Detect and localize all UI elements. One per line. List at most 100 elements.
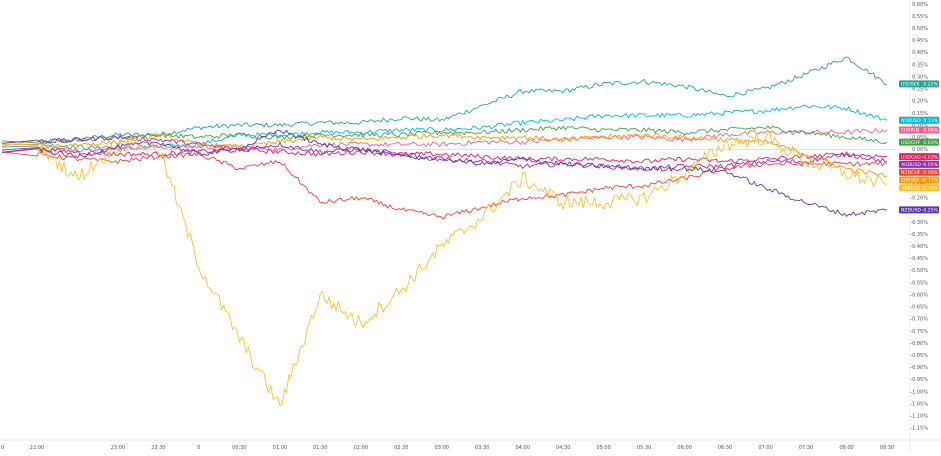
x-tick-label: 02:30 bbox=[394, 445, 408, 451]
y-tick-label: -0.20% bbox=[910, 196, 928, 202]
y-tick-label: -1.05% bbox=[910, 401, 928, 407]
series-tag-name: USDCHF bbox=[901, 140, 920, 146]
x-tick-label: 08:30 bbox=[880, 445, 894, 451]
series-tag-value: 0.08% bbox=[923, 128, 938, 134]
series-tag-value: -0.06% bbox=[922, 170, 939, 176]
series-tag-background bbox=[899, 176, 939, 184]
series-tag-gbpusd: GBPUSD -0.15% bbox=[899, 184, 939, 192]
series-tag-usdcad: USDCAD -0.03% bbox=[899, 153, 939, 160]
series-tag-value: 0.11% bbox=[923, 118, 938, 124]
x-tick-label: 01:00 bbox=[273, 445, 287, 451]
y-tick-label: -0.65% bbox=[910, 305, 928, 311]
x-tick-label: 23:30 bbox=[151, 445, 165, 451]
series-tag-value: -0.25% bbox=[922, 208, 939, 214]
y-tick-label: -0.35% bbox=[910, 232, 928, 238]
series-tag-value: -0.15% bbox=[922, 186, 939, 192]
series-tag-nzdusd: NZDUSD -0.25% bbox=[899, 206, 939, 214]
y-tick-label: -0.50% bbox=[910, 268, 928, 274]
series-tag-name: NOKUSD bbox=[901, 118, 921, 124]
y-tick-label: -0.90% bbox=[910, 365, 928, 371]
y-tick-label: 0.00% bbox=[912, 147, 928, 153]
series-tag-name: GBPUSD bbox=[901, 186, 921, 192]
y-tick-label: -1.15% bbox=[910, 426, 928, 432]
series-line-nzdchf bbox=[1, 151, 888, 220]
series-tag-value: -0.03% bbox=[922, 154, 939, 160]
series-tag-eursek: EURSEK -0.11% bbox=[899, 176, 939, 184]
y-tick-label: -0.60% bbox=[910, 292, 928, 298]
x-tick-label: 08:00 bbox=[839, 445, 853, 451]
series-tag-audusd: AUDUSD -0.05% bbox=[899, 160, 939, 168]
series-tag-background bbox=[899, 80, 939, 88]
x-tick-label: 07:00 bbox=[758, 445, 772, 451]
series-tag-value: -0.11% bbox=[922, 178, 939, 184]
x-tick-label: 05:30 bbox=[637, 445, 651, 451]
y-tick-label: 0.55% bbox=[912, 14, 928, 20]
series-tag-name: EURPLN bbox=[901, 128, 919, 134]
y-tick-label: -0.40% bbox=[910, 244, 928, 250]
series-tag-name: USDSEK bbox=[901, 82, 921, 88]
y-tick-label: -0.70% bbox=[910, 317, 928, 323]
x-tick-label: 03:30 bbox=[475, 445, 489, 451]
series-tag-background bbox=[899, 116, 939, 124]
series-tag-background bbox=[899, 153, 939, 161]
x-tick-label: 07:30 bbox=[799, 445, 813, 451]
series-tag-value: -0.05% bbox=[922, 162, 939, 168]
y-tick-label: 0.40% bbox=[912, 50, 928, 56]
series-line-nzdusd bbox=[1, 129, 888, 217]
y-tick-label: 0.50% bbox=[912, 26, 928, 32]
y-tick-label: -0.85% bbox=[910, 353, 928, 359]
x-tick-label: 00:30 bbox=[232, 445, 246, 451]
x-tick-label: 0 bbox=[1, 445, 4, 451]
x-tick-label: 22:00 bbox=[30, 445, 44, 451]
series-line-gbpusd bbox=[1, 132, 888, 407]
series-line-usdchf bbox=[1, 125, 888, 145]
series-tag-background bbox=[899, 138, 939, 146]
series-tag-background bbox=[899, 168, 939, 176]
series-tag-background bbox=[899, 206, 939, 214]
y-tick-label: 0.45% bbox=[912, 38, 928, 44]
y-tick-label: -0.55% bbox=[910, 280, 928, 286]
series-tag-value: 0.03% bbox=[923, 140, 938, 146]
series-line-nokusd bbox=[1, 104, 888, 152]
series-tag-usdchf: USDCHF 0.03% bbox=[899, 138, 939, 146]
series-tag-background bbox=[899, 126, 939, 134]
series-line-eurpln bbox=[1, 127, 888, 154]
y-tick-label: 0.10% bbox=[912, 123, 928, 129]
series-tag-name: NZDUSD bbox=[901, 208, 921, 214]
series-line-usdcad bbox=[1, 147, 888, 164]
x-tick-label: 06:00 bbox=[677, 445, 691, 451]
series-tag-value: 0.22% bbox=[923, 82, 938, 88]
y-tick-label: 0.15% bbox=[912, 111, 928, 117]
series-tags: USDSEK 0.22%NOKUSD 0.11%EURPLN 0.08%USDCHF 0… bbox=[899, 80, 939, 214]
y-tick-label: -1.00% bbox=[910, 389, 928, 395]
x-tick-label: 06:30 bbox=[718, 445, 732, 451]
y-tick-label: -0.95% bbox=[910, 377, 928, 383]
x-tick-label: 05:00 bbox=[596, 445, 610, 451]
y-tick-label: -0.75% bbox=[910, 329, 928, 335]
series-tag-nokusd: NOKUSD 0.11% bbox=[899, 116, 939, 124]
series-tag-name: EURSEK bbox=[901, 178, 920, 184]
series-line-usdsek bbox=[1, 56, 888, 144]
y-tick-label: 0.25% bbox=[912, 87, 928, 93]
series-tag-eurpln: EURPLN 0.08% bbox=[899, 126, 939, 134]
y-tick-label: -1.10% bbox=[910, 414, 928, 420]
series-tag-name: AUDUSD bbox=[901, 162, 921, 168]
y-tick-label: 0.20% bbox=[912, 99, 928, 105]
series-tag-background bbox=[899, 160, 939, 168]
y-tick-label: -0.80% bbox=[910, 341, 928, 347]
series-tag-name: USDCAD bbox=[901, 154, 921, 160]
series-tag-usdsek: USDSEK 0.22% bbox=[899, 80, 939, 88]
x-axis: 0 22:00 23:00 23:30 0 00:30 01:00 01:30 02:00 02:… bbox=[1, 445, 894, 451]
y-axis: 0.60% 0.55% 0.50% 0.45% 0.40% 0.35% 0.30% 0.25%… bbox=[910, 2, 928, 432]
series-lines-layer bbox=[1, 56, 888, 407]
series-tag-nzdchf: NZDCHF -0.06% bbox=[899, 168, 939, 176]
y-tick-label: 0.35% bbox=[912, 62, 928, 68]
x-tick-label: 01:30 bbox=[313, 445, 327, 451]
y-tick-label: 0.60% bbox=[912, 2, 928, 8]
y-tick-label: 0.05% bbox=[912, 135, 928, 141]
y-tick-label: -0.30% bbox=[910, 220, 928, 226]
y-tick-label: -0.45% bbox=[910, 256, 928, 262]
